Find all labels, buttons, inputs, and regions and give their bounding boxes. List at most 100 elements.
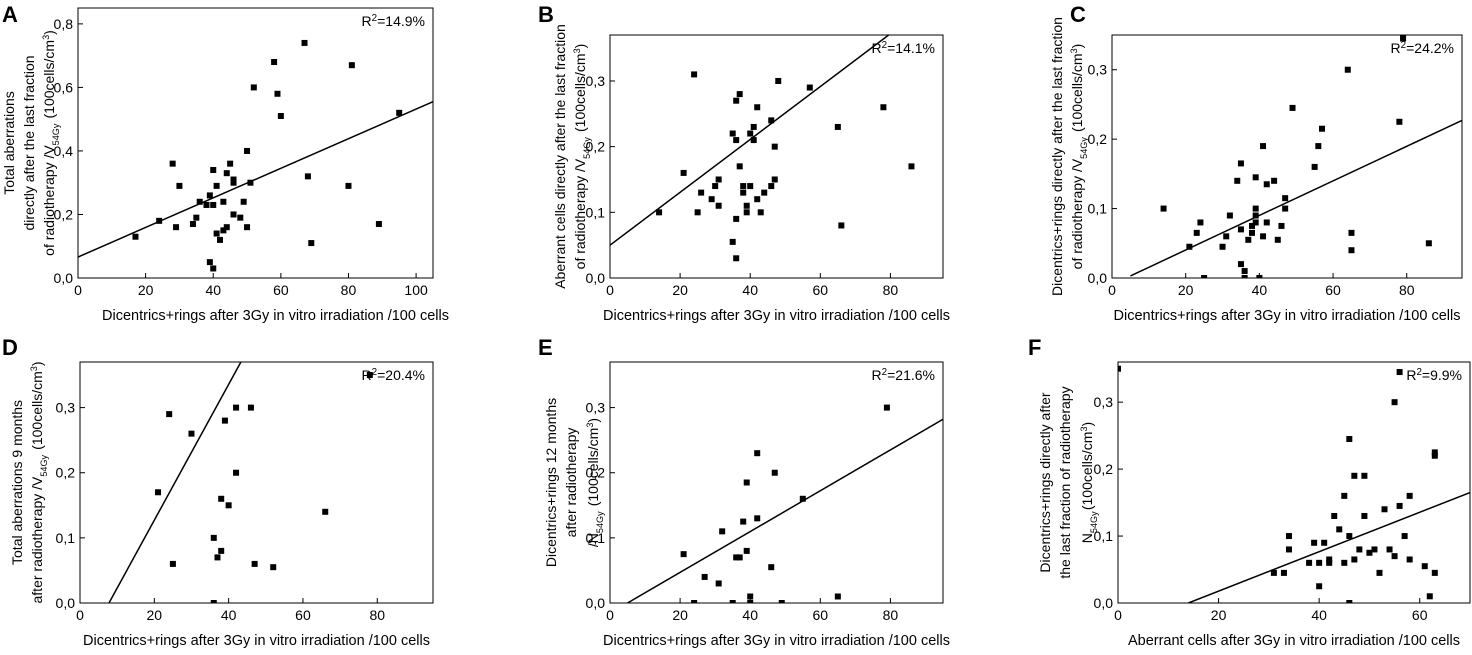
data-point bbox=[1282, 195, 1289, 202]
data-point bbox=[213, 182, 220, 189]
x-tick-label: 80 bbox=[1399, 282, 1415, 298]
y-tick-label: 0,1 bbox=[586, 204, 606, 220]
x-tick-label: 40 bbox=[1311, 607, 1327, 623]
data-point bbox=[301, 39, 308, 46]
y-tick-label: 0,8 bbox=[54, 16, 74, 32]
x-axis-label: Dicentrics+rings after 3Gy in vitro irra… bbox=[603, 633, 950, 649]
panel-b: B 0 20 40 60 80 0,0 0,1 0,2 0,3 R2=14.1% Dicentrics… bbox=[538, 2, 950, 324]
data-point bbox=[1234, 177, 1241, 184]
data-point bbox=[1280, 569, 1287, 576]
data-point bbox=[166, 411, 173, 418]
data-point bbox=[701, 573, 708, 580]
data-point bbox=[1197, 219, 1204, 226]
panel-d: D 0 20 40 60 80 0,0 0,1 0,2 0,3 R2=20.4% Dicentrics… bbox=[2, 335, 434, 649]
x-tick-label: 60 bbox=[273, 282, 289, 298]
data-point bbox=[880, 104, 887, 111]
data-point bbox=[1346, 435, 1353, 442]
data-point bbox=[1426, 593, 1433, 600]
y-axis-label-line: of radiotherapy /V54Gy (100cells/cm3) bbox=[1069, 44, 1089, 270]
data-point bbox=[712, 183, 719, 190]
y-tick-label: 0,2 bbox=[586, 139, 606, 155]
data-point bbox=[223, 170, 230, 177]
x-tick-label: 40 bbox=[1252, 282, 1268, 298]
r-squared-label: R2=14.9% bbox=[362, 13, 425, 30]
data-point bbox=[230, 211, 237, 218]
data-point bbox=[747, 183, 754, 190]
x-tick-label: 0 bbox=[74, 282, 82, 298]
data-point bbox=[1252, 212, 1259, 219]
data-point bbox=[1316, 583, 1323, 590]
data-point bbox=[1361, 472, 1368, 479]
y-tick-label: 0,2 bbox=[56, 465, 76, 481]
data-point bbox=[230, 176, 237, 183]
regression-line bbox=[108, 362, 242, 603]
x-tick-label: 0 bbox=[606, 607, 614, 623]
data-point bbox=[240, 198, 247, 205]
data-point bbox=[322, 508, 329, 515]
data-point bbox=[375, 221, 382, 227]
data-point bbox=[761, 189, 768, 196]
data-point bbox=[729, 130, 736, 137]
data-point bbox=[775, 77, 782, 84]
y-axis-label-line: /N54Gy (100cells/cm3) bbox=[585, 418, 605, 547]
data-point bbox=[223, 224, 230, 231]
data-point bbox=[132, 233, 139, 240]
data-point bbox=[345, 182, 352, 189]
data-point bbox=[1282, 205, 1289, 212]
data-point bbox=[251, 560, 258, 567]
y-axis-label-line: of radiotherapy /V54Gy (100cells/cm3) bbox=[41, 30, 61, 256]
data-point bbox=[156, 217, 163, 224]
data-point bbox=[1356, 546, 1363, 553]
data-point bbox=[188, 430, 195, 437]
x-tick-label: 40 bbox=[205, 282, 221, 298]
data-point bbox=[244, 224, 251, 231]
x-axis-label: Dicentrics+rings after 3Gy in vitro irra… bbox=[83, 633, 430, 649]
data-point bbox=[1270, 569, 1277, 576]
y-axis-label-line: Aberrant cells directly after the last f… bbox=[552, 24, 568, 289]
panel-letter: F bbox=[1028, 335, 1041, 360]
data-point bbox=[304, 173, 311, 180]
y-tick-label: 0,2 bbox=[54, 206, 74, 222]
y-tick-label: 0,2 bbox=[586, 465, 606, 481]
data-point bbox=[1336, 526, 1343, 533]
data-point bbox=[743, 479, 750, 486]
x-tick-label: 20 bbox=[672, 607, 688, 623]
data-point bbox=[757, 209, 764, 216]
y-tick-label: 0,1 bbox=[586, 530, 606, 546]
data-point bbox=[691, 600, 698, 603]
y-axis-label-line: after radiotherapy bbox=[563, 428, 579, 538]
data-point bbox=[196, 198, 203, 205]
y-axis-label-line: N54Gy (100cells/cm3) bbox=[1079, 422, 1099, 543]
data-point bbox=[1252, 205, 1259, 212]
data-point bbox=[768, 117, 775, 124]
y-tick-label: 0,0 bbox=[1094, 595, 1114, 611]
data-point bbox=[750, 123, 757, 130]
x-tick-label: 0 bbox=[606, 282, 614, 298]
data-point bbox=[740, 518, 747, 525]
data-point bbox=[1425, 240, 1432, 247]
data-point bbox=[1237, 160, 1244, 167]
data-point bbox=[308, 240, 315, 247]
data-point bbox=[189, 221, 196, 227]
data-point bbox=[1311, 539, 1318, 546]
panel-a: A 0 20 40 60 80 100 0,0 0,2 0,4 0,6 0,8 R2=14.9% Dice… bbox=[1, 2, 449, 324]
x-tick-label: 0 bbox=[1108, 282, 1116, 298]
data-point bbox=[244, 147, 251, 154]
data-point bbox=[1351, 472, 1358, 479]
r-squared-label: R2=20.4% bbox=[362, 367, 425, 384]
data-point bbox=[1237, 261, 1244, 268]
x-tick-label: 80 bbox=[883, 282, 899, 298]
x-tick-label: 60 bbox=[813, 282, 829, 298]
data-point bbox=[206, 192, 213, 199]
data-point bbox=[1271, 177, 1278, 184]
data-point bbox=[1263, 219, 1270, 226]
data-point bbox=[1319, 125, 1325, 132]
data-point bbox=[1252, 219, 1259, 226]
y-tick-label: 0,1 bbox=[1088, 201, 1108, 217]
data-point bbox=[233, 469, 240, 476]
data-point bbox=[1274, 236, 1281, 243]
y-tick-label: 0,0 bbox=[586, 270, 606, 286]
r-squared-label: R2=21.6% bbox=[872, 367, 935, 384]
regression-line bbox=[627, 418, 943, 603]
y-tick-label: 0,1 bbox=[56, 530, 76, 546]
